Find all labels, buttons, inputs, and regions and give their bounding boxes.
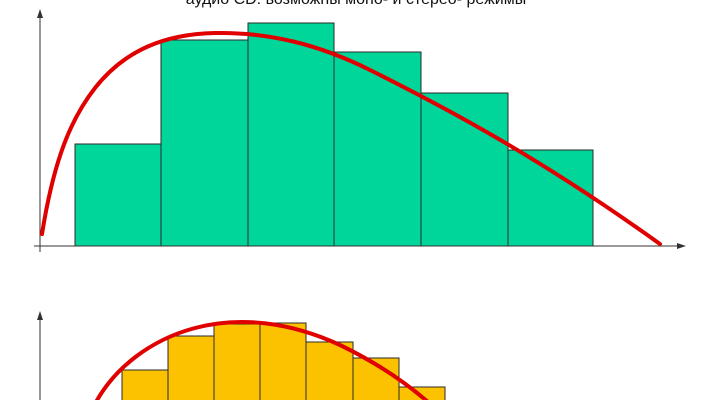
- upper-x-axis-arrow: [677, 243, 686, 249]
- lower-bar-2: [167, 335, 215, 400]
- upper-bar-1: [74, 143, 162, 247]
- upper-bar-6: [507, 149, 594, 247]
- lower-axes: [37, 311, 43, 400]
- lower-signal-curve: [94, 320, 429, 400]
- lower-bar-5: [305, 341, 354, 400]
- lower-bar-3: [213, 323, 261, 400]
- lower-bar-1: [121, 369, 169, 400]
- upper-bar-5: [420, 92, 509, 247]
- upper-bars: [74, 22, 594, 247]
- upper-bar-2: [160, 39, 249, 247]
- lower-bar-4: [259, 322, 307, 400]
- upper-axes: [34, 9, 686, 252]
- upper-panel: [34, 9, 686, 252]
- caption-text: аудио CD: возможны моно- и стерео- режим…: [0, 0, 712, 9]
- lower-bars: [121, 322, 446, 400]
- upper-y-axis-arrow: [37, 9, 43, 18]
- lower-panel: [37, 311, 446, 400]
- upper-bar-3: [247, 22, 335, 247]
- lower-y-axis-arrow: [37, 311, 43, 320]
- upper-signal-curve: [40, 30, 662, 246]
- upper-bar-4: [333, 51, 422, 247]
